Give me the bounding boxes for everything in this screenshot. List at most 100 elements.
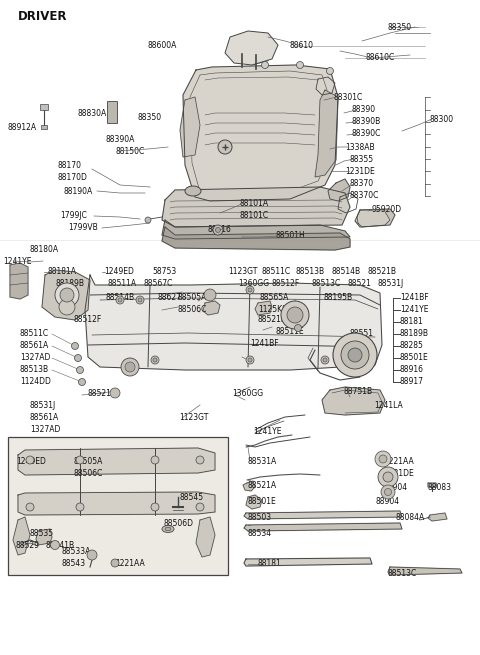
Circle shape <box>381 485 395 499</box>
Ellipse shape <box>162 525 174 533</box>
Text: 88505A: 88505A <box>74 457 103 466</box>
Text: 88285: 88285 <box>400 341 424 350</box>
Text: 88512F: 88512F <box>73 314 101 324</box>
Text: 88301C: 88301C <box>334 92 363 102</box>
Text: 88511C: 88511C <box>20 329 49 339</box>
Text: 1123GT: 1123GT <box>228 267 257 276</box>
Circle shape <box>379 455 387 463</box>
Text: 1327AD: 1327AD <box>30 426 60 434</box>
Text: 88551: 88551 <box>350 329 374 339</box>
Text: 1327AD: 1327AD <box>20 354 50 362</box>
Text: 1241BF: 1241BF <box>400 293 429 303</box>
Polygon shape <box>18 492 215 515</box>
Ellipse shape <box>165 527 171 531</box>
Text: 88506D: 88506D <box>163 519 193 529</box>
Text: 88101A: 88101A <box>240 198 269 208</box>
Polygon shape <box>428 513 447 521</box>
Polygon shape <box>10 263 28 299</box>
Polygon shape <box>36 529 52 545</box>
Text: 88370: 88370 <box>350 179 374 189</box>
Text: 88503: 88503 <box>247 512 271 521</box>
Circle shape <box>60 288 74 302</box>
Polygon shape <box>225 31 278 65</box>
Text: 88531J: 88531J <box>378 280 404 288</box>
Text: 88610: 88610 <box>290 41 314 50</box>
Text: 88083: 88083 <box>428 483 452 491</box>
Polygon shape <box>162 227 350 250</box>
Text: 88535: 88535 <box>30 529 54 538</box>
Polygon shape <box>18 448 215 475</box>
Polygon shape <box>180 97 200 157</box>
Text: 1221AA: 1221AA <box>384 457 414 466</box>
Bar <box>40 104 48 110</box>
Text: 88511A: 88511A <box>108 280 137 288</box>
Text: 88300: 88300 <box>430 115 454 124</box>
Text: 88567C: 88567C <box>143 280 172 288</box>
Text: 1125KH: 1125KH <box>258 305 288 314</box>
Text: 1221AA: 1221AA <box>115 559 145 569</box>
Polygon shape <box>428 483 437 487</box>
Polygon shape <box>196 517 215 557</box>
Text: 88506C: 88506C <box>74 468 103 477</box>
Bar <box>107 101 117 123</box>
Circle shape <box>76 503 84 511</box>
Text: 88514B: 88514B <box>105 293 134 303</box>
Circle shape <box>326 67 334 75</box>
Circle shape <box>262 62 268 69</box>
Text: 88904: 88904 <box>384 483 408 491</box>
Circle shape <box>295 324 301 331</box>
Circle shape <box>151 503 159 511</box>
Text: 95920D: 95920D <box>372 204 402 214</box>
Polygon shape <box>243 481 255 491</box>
Text: 88513B: 88513B <box>296 267 325 276</box>
Polygon shape <box>357 210 390 227</box>
Text: 88521A: 88521A <box>247 481 276 489</box>
Text: 88189B: 88189B <box>55 280 84 288</box>
Text: 88181: 88181 <box>400 318 424 326</box>
Text: 88561A: 88561A <box>30 413 59 422</box>
Circle shape <box>136 296 144 304</box>
Polygon shape <box>246 495 262 509</box>
Circle shape <box>76 367 84 373</box>
Text: 1241YE: 1241YE <box>253 428 281 436</box>
Text: 88610C: 88610C <box>365 54 394 62</box>
Text: 88561A: 88561A <box>20 341 49 350</box>
Circle shape <box>287 307 303 323</box>
Text: 88390: 88390 <box>352 105 376 115</box>
Text: 88600A: 88600A <box>148 41 178 50</box>
Text: 1241YE: 1241YE <box>3 257 32 265</box>
Text: 88505A: 88505A <box>177 293 206 303</box>
Polygon shape <box>355 209 395 227</box>
Polygon shape <box>162 187 350 227</box>
Text: 1241YE: 1241YE <box>400 305 429 314</box>
Text: 88513C: 88513C <box>312 280 341 288</box>
Circle shape <box>196 503 204 511</box>
Text: 88541B: 88541B <box>46 542 75 550</box>
Circle shape <box>26 503 34 511</box>
Circle shape <box>138 298 142 302</box>
Text: 88904: 88904 <box>375 496 399 506</box>
Circle shape <box>218 140 232 154</box>
Text: 1249ED: 1249ED <box>16 457 46 466</box>
Text: 88501E: 88501E <box>400 354 429 362</box>
Polygon shape <box>42 270 90 320</box>
Text: 1123GT: 1123GT <box>179 413 208 422</box>
Circle shape <box>125 362 135 372</box>
Text: 88521B: 88521B <box>258 314 287 324</box>
Circle shape <box>121 358 139 376</box>
Text: 1799JC: 1799JC <box>60 212 87 221</box>
Circle shape <box>72 343 79 350</box>
Text: 88565A: 88565A <box>260 293 289 303</box>
Circle shape <box>111 559 119 567</box>
Text: 88181A: 88181A <box>47 267 76 276</box>
Text: 88917: 88917 <box>400 377 424 386</box>
Circle shape <box>110 388 120 398</box>
Text: 88751B: 88751B <box>344 388 373 396</box>
Text: 88101C: 88101C <box>240 210 269 219</box>
Text: 88195B: 88195B <box>323 293 352 303</box>
Circle shape <box>248 358 252 362</box>
Text: 88533A: 88533A <box>62 548 91 557</box>
Polygon shape <box>322 387 385 415</box>
Text: 88181: 88181 <box>258 559 282 569</box>
Text: 1360GG: 1360GG <box>232 390 263 398</box>
